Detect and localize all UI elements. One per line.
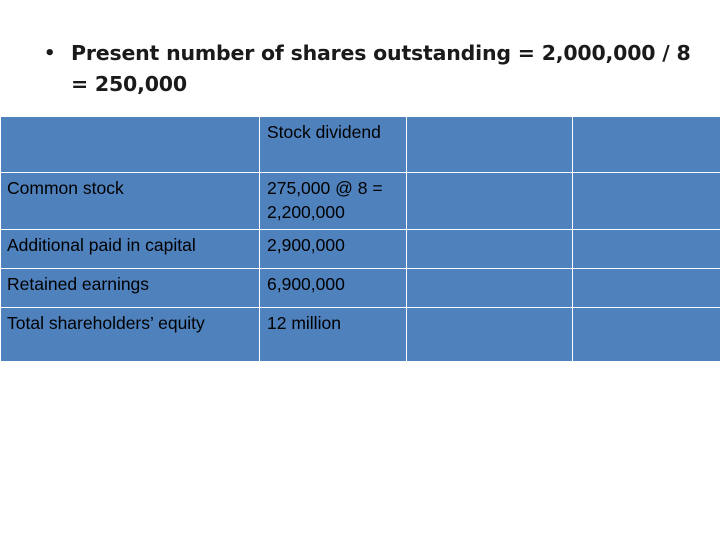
bullet-marker: • [44, 43, 56, 64]
bullet-point: • Present number of shares outstanding =… [44, 38, 694, 100]
row-label: Retained earnings [0, 268, 260, 308]
empty-cell [572, 229, 720, 269]
row-label: Total shareholders’ equity [0, 307, 260, 362]
header-cell-stock-dividend: Stock dividend [259, 116, 407, 173]
row-value: 6,900,000 [259, 268, 407, 308]
bullet-row: • Present number of shares outstanding =… [44, 38, 694, 100]
row-value: 2,900,000 [259, 229, 407, 269]
empty-cell [406, 172, 573, 230]
row-value: 275,000 @ 8 = 2,200,000 [259, 172, 407, 230]
empty-cell [406, 229, 573, 269]
header-cell-empty [572, 116, 720, 173]
empty-cell [572, 307, 720, 362]
row-label: Additional paid in capital [0, 229, 260, 269]
row-label: Common stock [0, 172, 260, 230]
bullet-text: Present number of shares outstanding = 2… [71, 41, 691, 96]
empty-cell [572, 268, 720, 308]
table-row: Retained earnings 6,900,000 [0, 268, 720, 308]
equity-table: Stock dividend Common stock 275,000 @ 8 … [0, 116, 720, 362]
table-header-row: Stock dividend [0, 116, 720, 173]
table-row: Total shareholders’ equity 12 million [0, 307, 720, 362]
empty-cell [406, 307, 573, 362]
header-cell-empty [0, 116, 260, 173]
table-row: Additional paid in capital 2,900,000 [0, 229, 720, 269]
empty-cell [406, 268, 573, 308]
header-cell-empty [406, 116, 573, 173]
table-row: Common stock 275,000 @ 8 = 2,200,000 [0, 172, 720, 230]
row-value: 12 million [259, 307, 407, 362]
empty-cell [572, 172, 720, 230]
